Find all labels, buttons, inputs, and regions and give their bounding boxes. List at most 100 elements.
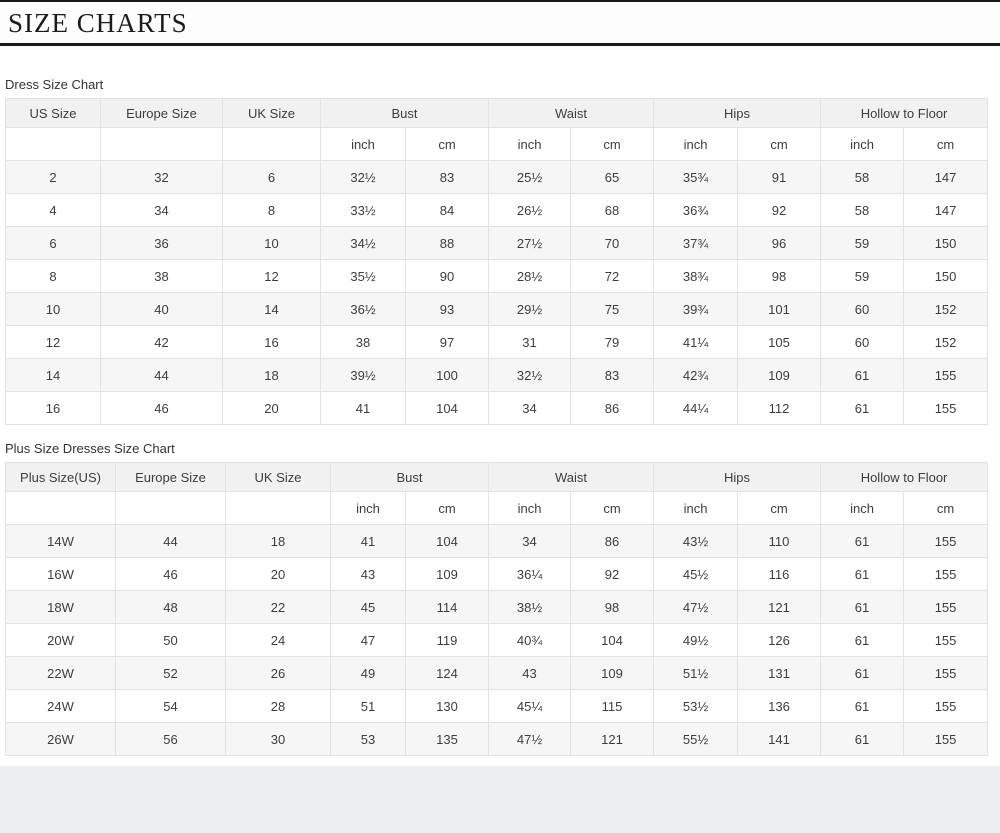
- table-cell: 25½: [488, 160, 572, 195]
- table-cell: 90: [404, 259, 490, 294]
- unit-header: inch: [488, 491, 572, 526]
- size-cell: 12: [5, 325, 101, 360]
- size-cell: 22W: [5, 656, 116, 691]
- table-cell: 27½: [488, 226, 572, 261]
- table-cell: 36: [100, 226, 223, 261]
- table-cell: 34: [100, 193, 223, 228]
- table-cell: 98: [737, 259, 822, 294]
- size-cell: 18W: [5, 590, 116, 625]
- blank-header-cell: [222, 127, 321, 162]
- table-cell: 48: [115, 590, 226, 625]
- table-cell: 83: [570, 358, 655, 393]
- table-cell: 124: [404, 656, 490, 691]
- table-cell: 121: [570, 722, 655, 757]
- table-cell: 105: [737, 325, 822, 360]
- table-cell: 55½: [653, 722, 739, 757]
- table-cell: 14: [222, 292, 321, 327]
- size-cell: 6: [5, 226, 101, 261]
- table-cell: 41¼: [653, 325, 739, 360]
- table-cell: 43½: [653, 524, 739, 559]
- blank-header-cell: [225, 491, 331, 526]
- table-row: 12 42 16 38 97 31 79 41¼ 105 60 152: [5, 325, 989, 360]
- size-cell: 16: [5, 391, 101, 426]
- table-cell: 86: [570, 524, 655, 559]
- column-header: US Size: [5, 98, 101, 129]
- table-cell: 42: [100, 325, 223, 360]
- table-cell: 61: [820, 689, 905, 724]
- table-cell: 61: [820, 722, 905, 757]
- table-cell: 33½: [320, 193, 406, 228]
- table-cell: 119: [404, 623, 490, 658]
- unit-header: inch: [488, 127, 572, 162]
- table-cell: 61: [820, 524, 905, 559]
- table-cell: 84: [404, 193, 490, 228]
- table-cell: 34: [488, 391, 572, 426]
- table-cell: 147: [903, 160, 989, 195]
- unit-header: cm: [570, 127, 655, 162]
- table-cell: 150: [903, 226, 989, 261]
- table-cell: 50: [115, 623, 226, 658]
- table-cell: 88: [404, 226, 490, 261]
- table-row: 10 40 14 36½ 93 29½ 75 39¾ 101 60 152: [5, 292, 989, 327]
- size-cell: 24W: [5, 689, 116, 724]
- table-cell: 40: [100, 292, 223, 327]
- table-cell: 75: [570, 292, 655, 327]
- table-cell: 35½: [320, 259, 406, 294]
- table-cell: 36½: [320, 292, 406, 327]
- table-cell: 38¾: [653, 259, 739, 294]
- table-cell: 110: [737, 524, 822, 559]
- table-cell: 49½: [653, 623, 739, 658]
- table-cell: 60: [820, 325, 905, 360]
- table-cell: 44¼: [653, 391, 739, 426]
- table-cell: 6: [222, 160, 321, 195]
- size-cell: 10: [5, 292, 101, 327]
- unit-row: inch cm inch cm inch cm inch cm: [5, 491, 989, 526]
- table-cell: 20: [225, 557, 331, 592]
- table-cell: 35¾: [653, 160, 739, 195]
- size-cell: 4: [5, 193, 101, 228]
- table-cell: 10: [222, 226, 321, 261]
- table-cell: 60: [820, 292, 905, 327]
- table-row: 4 34 8 33½ 84 26½ 68 36¾ 92 58 147: [5, 193, 989, 228]
- table-cell: 18: [222, 358, 321, 393]
- table-cell: 61: [820, 623, 905, 658]
- footer-strip: [0, 766, 1000, 833]
- table-cell: 115: [570, 689, 655, 724]
- table-row: 8 38 12 35½ 90 28½ 72 38¾ 98 59 150: [5, 259, 989, 294]
- table-cell: 28: [225, 689, 331, 724]
- table-cell: 38: [100, 259, 223, 294]
- table-cell: 47½: [488, 722, 572, 757]
- table-cell: 98: [570, 590, 655, 625]
- title-bar: SIZE CHARTS: [0, 0, 1000, 47]
- size-cell: 14: [5, 358, 101, 393]
- table-cell: 40¾: [488, 623, 572, 658]
- table-cell: 96: [737, 226, 822, 261]
- table-cell: 131: [737, 656, 822, 691]
- table-cell: 43: [488, 656, 572, 691]
- table-cell: 30: [225, 722, 331, 757]
- table-row: 6 36 10 34½ 88 27½ 70 37¾ 96 59 150: [5, 226, 989, 261]
- table-cell: 104: [404, 391, 490, 426]
- table-cell: 91: [737, 160, 822, 195]
- table-cell: 155: [903, 722, 989, 757]
- table-cell: 41: [320, 391, 406, 426]
- table-cell: 34½: [320, 226, 406, 261]
- unit-header: cm: [737, 127, 822, 162]
- table-cell: 152: [903, 292, 989, 327]
- measure-group-header: Hollow to Floor: [820, 462, 989, 493]
- table-cell: 155: [903, 524, 989, 559]
- table-cell: 32: [100, 160, 223, 195]
- table-cell: 46: [115, 557, 226, 592]
- unit-header: inch: [820, 127, 905, 162]
- table-row: 22W 52 26 49 124 43 109 51½ 131 61 155: [5, 656, 989, 691]
- measure-group-header: Waist: [488, 98, 655, 129]
- table-cell: 72: [570, 259, 655, 294]
- size-cell: 16W: [5, 557, 116, 592]
- measure-group-header: Bust: [329, 462, 490, 493]
- blank-header-cell: [100, 127, 223, 162]
- table-cell: 155: [903, 358, 989, 393]
- table-cell: 24: [225, 623, 331, 658]
- column-header: UK Size: [225, 462, 331, 493]
- table-cell: 52: [115, 656, 226, 691]
- plus-size-table: Plus Size(US) Europe Size UK Size Bust Waist…: [5, 462, 989, 757]
